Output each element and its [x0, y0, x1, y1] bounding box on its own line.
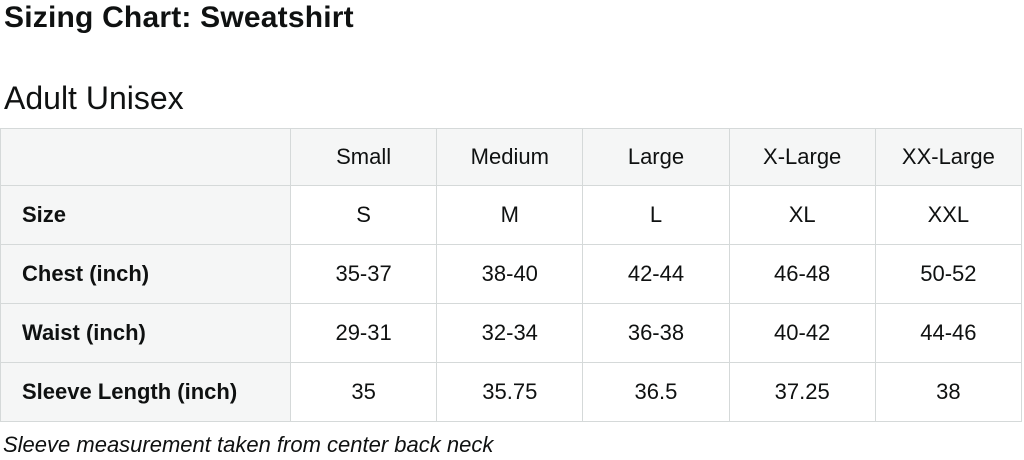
cell-size-medium: M [436, 185, 584, 245]
cell-waist-medium: 32-34 [436, 303, 584, 363]
table-row-size: Size S M L XL XXL [0, 185, 1023, 245]
column-header-small: Small [289, 128, 438, 186]
cell-chest-xx-large: 50-52 [874, 244, 1023, 304]
column-header-xx-large: XX-Large [874, 128, 1023, 186]
cell-chest-large: 42-44 [582, 244, 730, 304]
cell-size-xx-large: XXL [874, 185, 1023, 245]
cell-size-x-large: XL [728, 185, 876, 245]
cell-sleeve-large: 36.5 [582, 362, 730, 422]
size-chart-table: Small Medium Large X-Large XX-Large Size… [0, 128, 1023, 422]
column-header-medium: Medium [436, 128, 584, 186]
cell-size-large: L [582, 185, 730, 245]
cell-chest-small: 35-37 [289, 244, 438, 304]
cell-waist-x-large: 40-42 [728, 303, 876, 363]
table-row-chest: Chest (inch) 35-37 38-40 42-44 46-48 50-… [0, 244, 1023, 304]
cell-sleeve-medium: 35.75 [436, 362, 584, 422]
cell-sleeve-x-large: 37.25 [728, 362, 876, 422]
cell-sleeve-xx-large: 38 [874, 362, 1023, 422]
row-label-sleeve-length: Sleeve Length (inch) [0, 362, 291, 422]
row-label-size: Size [0, 185, 291, 245]
column-header-x-large: X-Large [728, 128, 876, 186]
column-header-large: Large [582, 128, 730, 186]
cell-sleeve-small: 35 [289, 362, 438, 422]
cell-chest-x-large: 46-48 [728, 244, 876, 304]
row-label-waist: Waist (inch) [0, 303, 291, 363]
cell-size-small: S [289, 185, 438, 245]
cell-waist-small: 29-31 [289, 303, 438, 363]
section-title: Adult Unisex [4, 80, 184, 116]
cell-waist-large: 36-38 [582, 303, 730, 363]
table-row-waist: Waist (inch) 29-31 32-34 36-38 40-42 44-… [0, 303, 1023, 363]
table-header-row: Small Medium Large X-Large XX-Large [0, 128, 1023, 186]
table-row-sleeve-length: Sleeve Length (inch) 35 35.75 36.5 37.25… [0, 362, 1023, 422]
cell-chest-medium: 38-40 [436, 244, 584, 304]
sleeve-measurement-footnote: Sleeve measurement taken from center bac… [3, 432, 494, 457]
row-label-chest: Chest (inch) [0, 244, 291, 304]
cell-waist-xx-large: 44-46 [874, 303, 1023, 363]
column-header-empty [0, 128, 291, 186]
page-title: Sizing Chart: Sweatshirt [4, 1, 354, 34]
